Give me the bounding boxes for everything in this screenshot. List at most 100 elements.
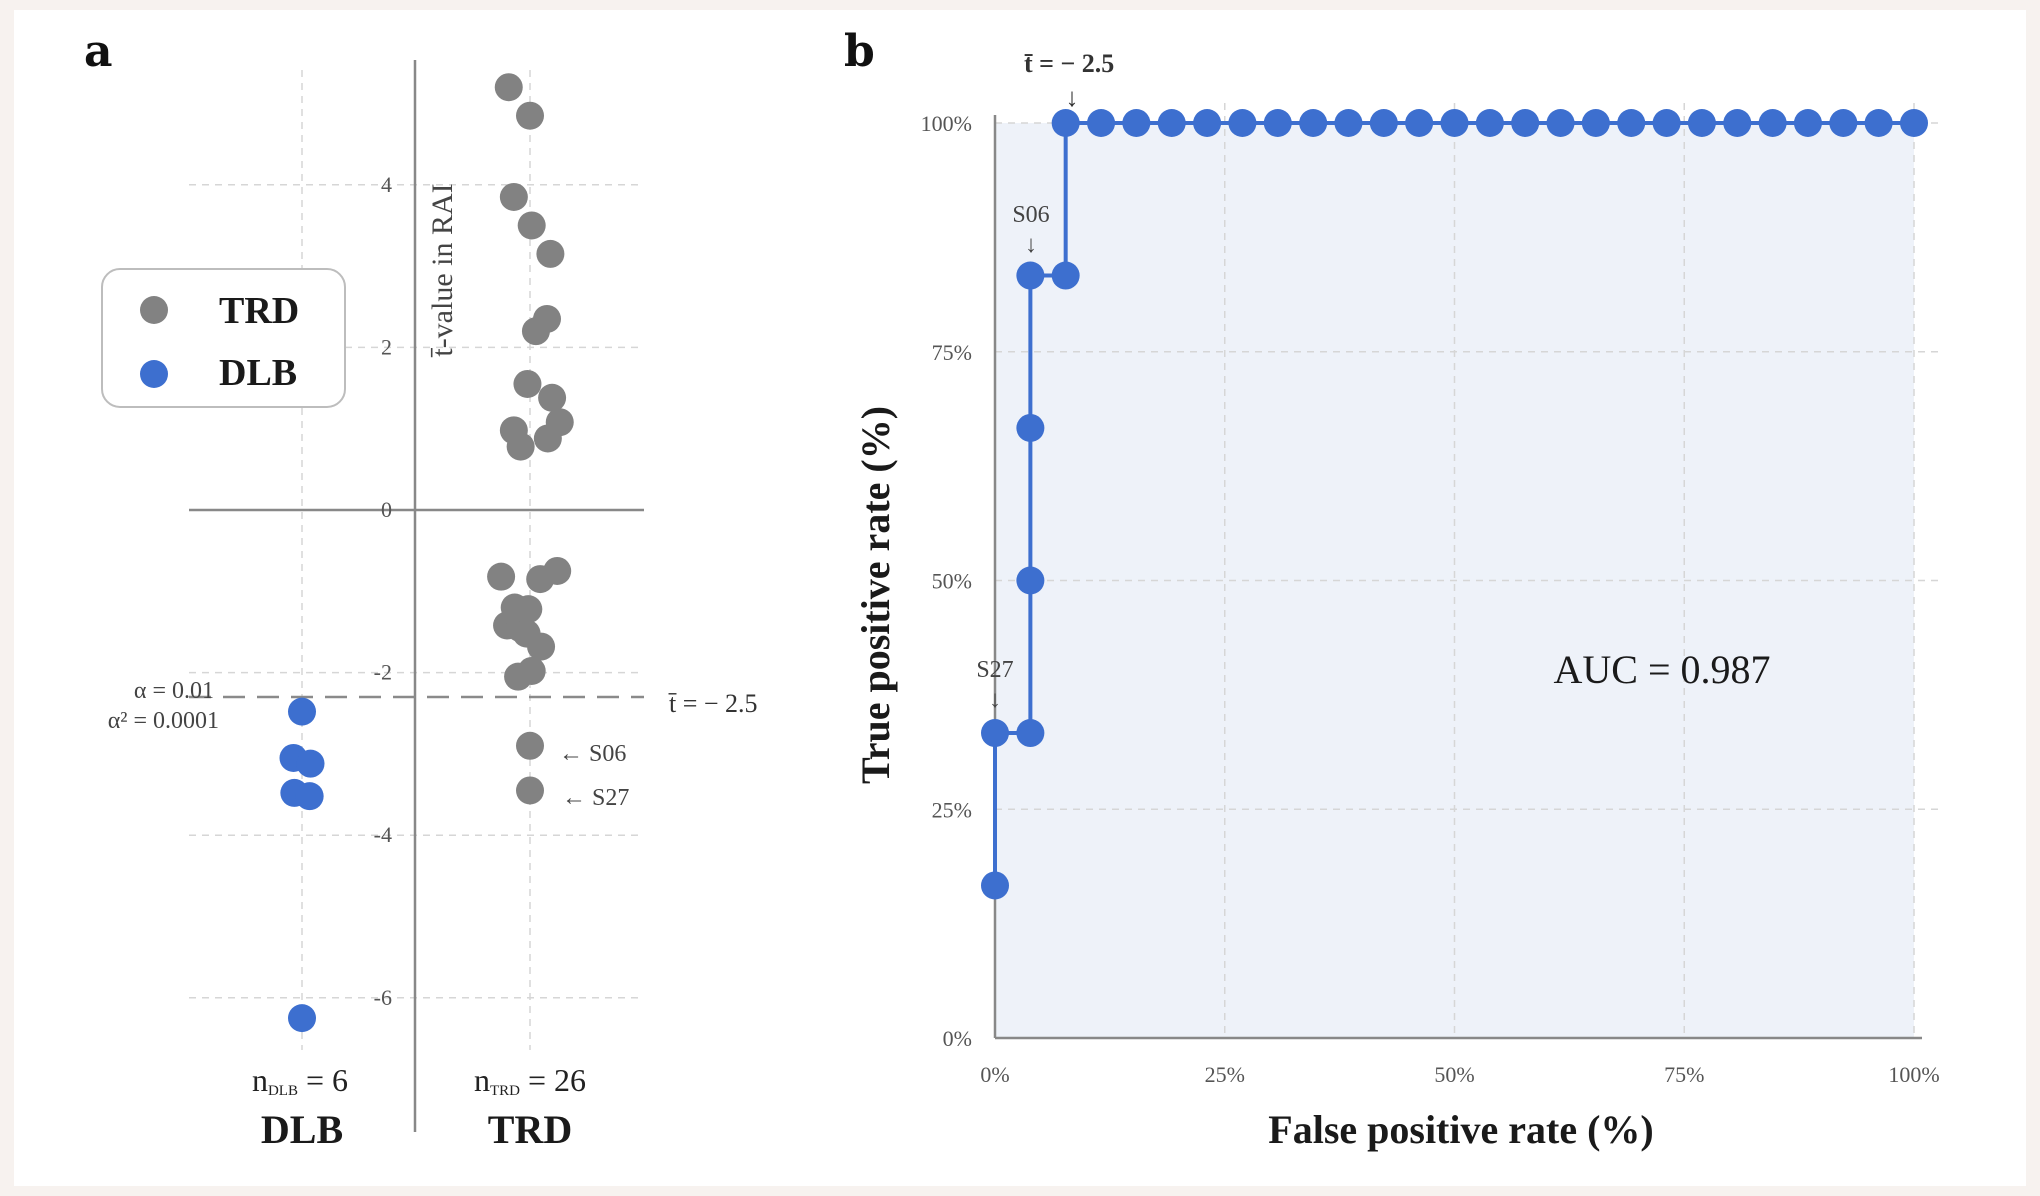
roc-point [1617, 109, 1646, 137]
roc-point [1299, 109, 1328, 137]
trd-point [521, 317, 550, 346]
figure-canvas: a 4 2 0 -2 -4 -6 t̄-value in RAI α = 0.01 α² … [84, 26, 1944, 1152]
legend-label-trd: TRD [219, 290, 299, 332]
trd-point [487, 562, 516, 591]
panel-b-yticks: 0% 25% 50% 75% 100% [921, 111, 972, 1051]
roc-point [981, 871, 1009, 900]
panel-a-yticks: 4 2 0 -2 -4 -6 [374, 172, 392, 1010]
roc-point [1864, 109, 1893, 137]
panel-b-ytick-label: 0% [943, 1026, 972, 1051]
category-label-trd: TRD [488, 1107, 572, 1152]
panel-a-threshold-label: t̄ = − 2.5 [668, 689, 757, 718]
roc-point [1016, 719, 1045, 748]
annotation-s27: ← S27 [562, 785, 629, 811]
panel-b-ytick-label: 25% [932, 797, 972, 822]
roc-point [1263, 109, 1292, 137]
legend-marker-dlb [140, 360, 168, 388]
panel-b-xtick-label: 0% [980, 1062, 1009, 1087]
alpha-label-2: α² = 0.0001 [108, 708, 219, 734]
roc-point [1087, 109, 1116, 137]
trd-point [499, 182, 528, 211]
dlb-point [296, 749, 325, 778]
panel-b-ytick-label: 100% [921, 111, 972, 136]
panel-b-xtick-label: 50% [1434, 1062, 1474, 1087]
roc-point [1511, 109, 1540, 137]
roc-point [1581, 109, 1610, 137]
panel-a-ytick-label: -2 [374, 660, 392, 685]
roc-point [1193, 109, 1222, 137]
dlb-point [288, 1004, 316, 1033]
panel-b-letter: b [844, 26, 875, 77]
panel-b-xtick-label: 25% [1205, 1062, 1245, 1087]
roc-point [1900, 109, 1928, 137]
trd-point [516, 731, 544, 760]
roc-point [1122, 109, 1151, 137]
trd-point [494, 73, 523, 102]
panel-a-ytick-label: 4 [381, 172, 392, 197]
roc-point [1475, 109, 1504, 137]
panel-b-xlabel: False positive rate (%) [1268, 1107, 1653, 1152]
roc-point [1369, 109, 1398, 137]
roc-point [1051, 261, 1080, 290]
panel-b-ytick-label: 50% [932, 569, 972, 594]
panel-a-grid [189, 70, 644, 1050]
dlb-point [295, 782, 324, 811]
figure: a 4 2 0 -2 -4 -6 t̄-value in RAI α = 0.01 α² … [14, 10, 2026, 1186]
legend-label-dlb: DLB [219, 352, 297, 394]
roc-point [1157, 109, 1186, 137]
roc-point [1829, 109, 1858, 137]
trd-point [504, 662, 533, 691]
trd-point [516, 776, 544, 805]
panel-a-ytick-label: -6 [374, 985, 392, 1010]
legend-marker-trd [140, 296, 168, 324]
trd-point [526, 565, 555, 594]
panel-b-threshold-label: t̄ = − 2.5 [1024, 49, 1114, 78]
panel-a-ytick-label: 0 [381, 497, 392, 522]
s27-label: S27 [976, 657, 1013, 683]
roc-point [1228, 109, 1257, 137]
roc-point [1016, 261, 1045, 290]
alpha-label-1: α = 0.01 [134, 678, 214, 704]
roc-point [1546, 109, 1575, 137]
category-label-dlb: DLB [261, 1107, 343, 1152]
panel-b-ytick-label: 75% [932, 340, 972, 365]
panel-b-ylabel: True positive rate (%) [853, 406, 898, 784]
trd-point [527, 632, 556, 661]
trd-point [517, 211, 546, 240]
panel-a-points [279, 73, 574, 1033]
n-trd-label: nTRD = 26 [474, 1062, 586, 1099]
panel-a-letter: a [84, 26, 113, 77]
panel-a-ytick-label: 2 [381, 334, 392, 359]
trd-point [536, 239, 565, 268]
roc-point [1793, 109, 1822, 137]
trd-point [513, 369, 542, 398]
annotation-s06: ← S06 [559, 741, 626, 767]
roc-point [1405, 109, 1434, 137]
panel-b-xtick-label: 75% [1664, 1062, 1704, 1087]
panel-a-ytick-label: -4 [374, 822, 392, 847]
panel-b: b 0% 25% 50% 75% 100% 0% 25% 50% 75% 100% t̄ = −… [844, 26, 1944, 1152]
panel-b-xticks: 0% 25% 50% 75% 100% [980, 1062, 1939, 1087]
roc-point [1016, 566, 1045, 595]
trd-point [516, 101, 544, 130]
trd-point [538, 383, 567, 412]
threshold-arrow: ↓ [1066, 83, 1079, 112]
roc-point [1723, 109, 1752, 137]
trd-point [506, 432, 535, 461]
panel-b-xtick-label: 100% [1888, 1062, 1939, 1087]
roc-point [1440, 109, 1469, 137]
roc-point [981, 719, 1009, 748]
panel-a-ylabel: t̄-value in RAI [426, 183, 459, 357]
legend: TRD DLB [101, 268, 346, 408]
s06-arrow: ↓ [1025, 232, 1037, 258]
roc-point [1758, 109, 1787, 137]
roc-point [1334, 109, 1363, 137]
roc-point [1687, 109, 1716, 137]
panel-a: a 4 2 0 -2 -4 -6 t̄-value in RAI α = 0.01 α² … [84, 26, 758, 1152]
s06-label: S06 [1012, 202, 1049, 228]
dlb-point [288, 697, 316, 726]
roc-point [1051, 109, 1080, 137]
auc-label: AUC = 0.987 [1553, 647, 1770, 692]
trd-point [533, 424, 562, 453]
roc-points [981, 109, 1928, 900]
